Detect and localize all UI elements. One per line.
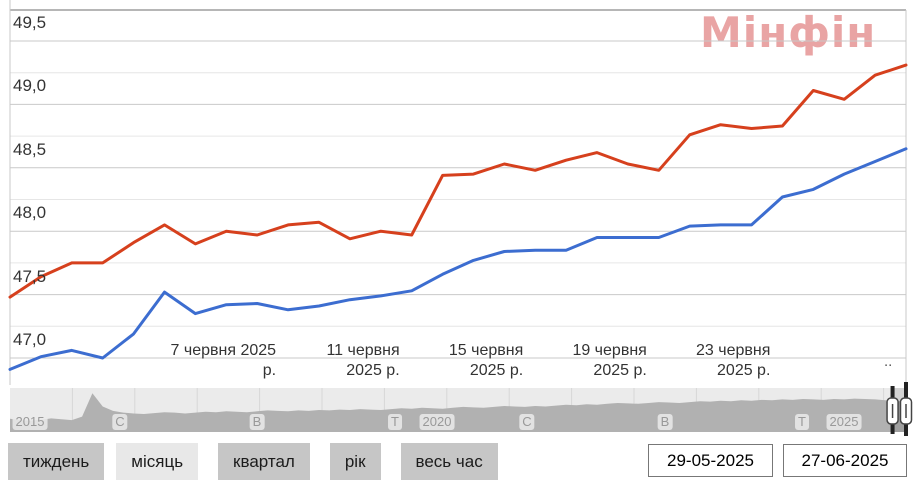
- range-button-3[interactable]: квартал: [218, 443, 310, 480]
- minfin-watermark: Мінфін: [700, 8, 880, 57]
- navigator-axis-label: Т: [795, 414, 809, 430]
- y-axis-label: 49,5: [13, 13, 47, 32]
- y-axis-label: 47,5: [13, 266, 47, 286]
- navigator-axis-label: С: [112, 414, 128, 430]
- plot-area[interactable]: [10, 10, 906, 385]
- range-button-1[interactable]: тиждень: [8, 443, 105, 480]
- x-axis-label: 11 червня 2025 р.: [326, 342, 400, 379]
- x-axis-label: 15 червня 2025 р.: [448, 342, 524, 379]
- date-from-input[interactable]: [648, 444, 773, 477]
- navigator-axis-label: Т: [388, 414, 402, 430]
- range-buttons-group: тиждень місяць квартал рік весь час: [8, 443, 498, 480]
- range-button-5[interactable]: весь час: [400, 443, 498, 480]
- price-chart: [8, 0, 913, 436]
- series-upper-red-rate-line: [8, 63, 908, 299]
- x-axis-label: 7 червня 2025 р.: [170, 342, 277, 379]
- navigator-axis-label: 2025: [826, 414, 862, 430]
- x-axis-label: 19 червня 2025 р.: [572, 342, 647, 379]
- navigator-axis-label: 2015: [12, 414, 48, 430]
- date-to-input[interactable]: [783, 444, 907, 477]
- y-axis-label: 49,0: [13, 76, 47, 96]
- navigator-history-area: [10, 393, 906, 432]
- y-axis-label: 48,5: [13, 139, 47, 159]
- navigator-axis-label: С: [519, 414, 535, 430]
- navigator-axis-label: В: [249, 414, 265, 430]
- navigator-axis-label: 2020: [419, 414, 455, 430]
- y-axis-label: 47,0: [13, 330, 47, 349]
- range-button-2[interactable]: місяць: [116, 443, 199, 480]
- navigator-axis-label: В: [657, 414, 673, 430]
- series-lower-blue-rate-line: [8, 147, 908, 371]
- x-axis-label: 23 червня 2025 р.: [696, 342, 771, 379]
- x-axis-overflow-label: ..: [884, 353, 893, 370]
- range-button-4[interactable]: рік: [329, 443, 381, 480]
- y-axis-label: 48,0: [13, 203, 47, 223]
